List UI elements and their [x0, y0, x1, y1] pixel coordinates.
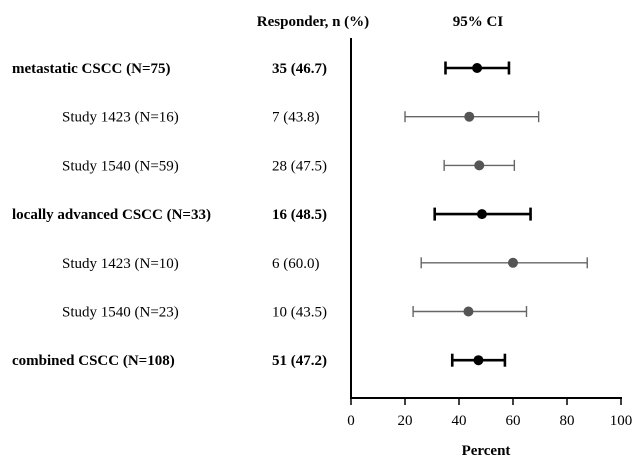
row-label: combined CSCC (N=108) [12, 353, 175, 369]
forest-row: Study 1423 (N=16) 7 (43.8) [62, 110, 540, 126]
point-estimate [472, 63, 483, 73]
row-responder-value: 6 (60.0) [272, 256, 320, 272]
responder-header: Responder, n (%) [257, 14, 369, 30]
point-estimate [473, 355, 484, 366]
x-tick-label: 0 [347, 413, 355, 429]
row-responder-value: 10 (43.5) [272, 305, 327, 321]
forest-row: locally advanced CSCC (N=33) 16 (48.5) [12, 207, 532, 223]
row-label: Study 1540 (N=23) [62, 305, 179, 321]
row-responder-value: 51 (47.2) [272, 353, 327, 369]
forest-row: Study 1423 (N=10) 6 (60.0) [62, 256, 588, 272]
point-estimate [508, 257, 518, 268]
x-tick-label: 80 [560, 413, 575, 429]
row-label: metastatic CSCC (N=75) [12, 61, 171, 77]
forest-row: Study 1540 (N=23) 10 (43.5) [62, 305, 528, 321]
row-responder-value: 35 (46.7) [272, 61, 327, 77]
x-tick-label: 100 [610, 413, 633, 429]
point-estimate [463, 306, 474, 317]
point-estimate [464, 111, 475, 122]
forest-row: Study 1540 (N=59) 28 (47.5) [62, 158, 516, 174]
row-label: Study 1423 (N=10) [62, 256, 179, 272]
row-label: Study 1540 (N=59) [62, 158, 179, 174]
x-tick-label: 60 [506, 413, 521, 429]
row-label: Study 1423 (N=16) [62, 110, 179, 126]
forest-rows: metastatic CSCC (N=75) 35 (46.7) Study 142… [12, 61, 588, 369]
x-tick-label: 20 [398, 413, 413, 429]
row-label: locally advanced CSCC (N=33) [12, 207, 211, 223]
row-responder-value: 28 (47.5) [272, 158, 327, 174]
point-estimate [476, 209, 487, 220]
row-responder-value: 7 (43.8) [272, 110, 320, 126]
axes: 0 20 40 60 80 100 [347, 38, 632, 429]
forest-row: metastatic CSCC (N=75) 35 (46.7) [12, 61, 511, 77]
row-responder-value: 16 (48.5) [272, 207, 327, 223]
forest-row: combined CSCC (N=108) 51 (47.2) [12, 353, 507, 369]
ci-header: 95% CI [453, 14, 504, 30]
x-tick-label: 40 [452, 413, 467, 429]
x-axis-label: Percent [462, 443, 511, 458]
point-estimate [474, 160, 485, 171]
